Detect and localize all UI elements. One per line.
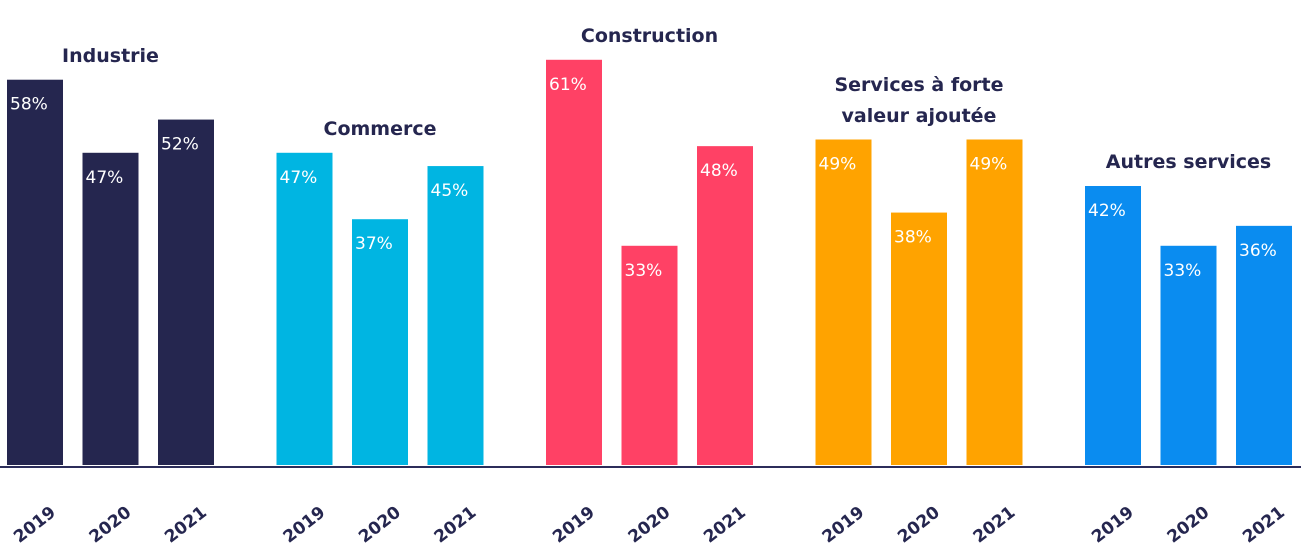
x-tick-label: 2019 (280, 503, 330, 548)
value-label: 49% (970, 155, 1008, 175)
x-tick-label: 2020 (86, 502, 136, 547)
value-label: 42% (1088, 201, 1126, 221)
value-label: 48% (700, 161, 738, 181)
value-label: 33% (625, 261, 663, 281)
value-label: 52% (161, 135, 199, 155)
value-label: 33% (1164, 261, 1202, 281)
bar (1085, 186, 1141, 465)
bar (427, 166, 484, 466)
value-label: 36% (1239, 241, 1277, 261)
x-tick-label: 2021 (431, 503, 481, 548)
x-tick-label: 2019 (549, 503, 599, 548)
x-tick-label: 2021 (161, 503, 211, 548)
value-label: 61% (549, 75, 587, 95)
bar (82, 152, 139, 466)
bar (7, 79, 63, 465)
bar (966, 139, 1023, 465)
value-label: 49% (819, 155, 857, 175)
x-tick-label: 2019 (1088, 503, 1138, 548)
x-tick-label: 2020 (355, 502, 405, 547)
bar (276, 152, 333, 466)
x-tick-label: 2019 (10, 503, 60, 548)
value-label: 47% (280, 168, 318, 188)
bar (891, 212, 947, 465)
bar (352, 219, 408, 465)
value-label: 38% (894, 228, 932, 248)
x-tick-label: 2021 (700, 503, 750, 548)
value-label: 45% (431, 181, 469, 201)
group-title: Construction (580, 24, 719, 47)
x-tick-label: 2020 (1164, 502, 1214, 547)
bar (621, 245, 678, 465)
x-tick-label: 2021 (970, 503, 1020, 548)
value-label: 47% (86, 168, 124, 188)
group-title: Industrie (62, 44, 159, 67)
x-tick-label: 2020 (625, 502, 675, 547)
value-label: 37% (355, 234, 393, 254)
group-title: Autres services (1105, 151, 1272, 173)
group-title: Commerce (323, 117, 437, 140)
group-title: Services à forte valeur ajoutée (834, 73, 1004, 127)
bar (815, 139, 872, 465)
x-tick-label: 2020 (894, 502, 944, 547)
value-label: 58% (10, 95, 48, 115)
bar (697, 146, 753, 465)
bar (1236, 225, 1292, 465)
x-tick-label: 2019 (819, 503, 869, 548)
bar (1160, 245, 1217, 465)
bar (546, 59, 602, 466)
x-tick-label: 2021 (1239, 503, 1289, 548)
bar (158, 119, 214, 466)
